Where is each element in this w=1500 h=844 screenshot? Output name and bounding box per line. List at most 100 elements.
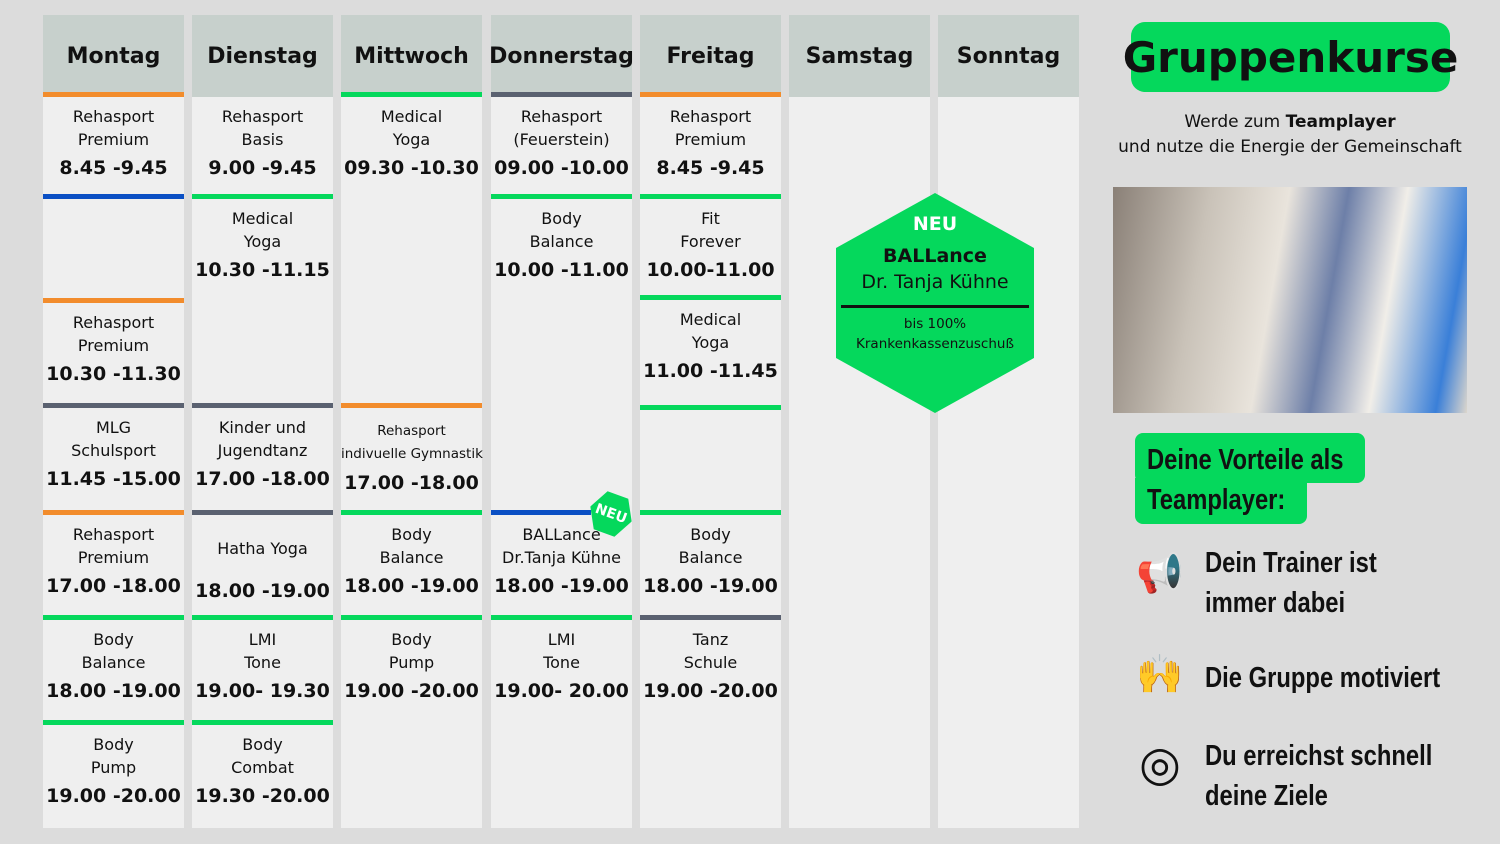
day-header: Montag bbox=[43, 15, 184, 97]
day-header: Donnerstag bbox=[489, 15, 634, 97]
course-name: Rehasport bbox=[72, 525, 155, 544]
course-slot[interactable]: Body Combat 19.30 -20.00 bbox=[192, 733, 333, 807]
promo-divider bbox=[841, 305, 1029, 308]
benefit-text: deine Ziele bbox=[1205, 780, 1328, 812]
course-time: 8.45 -9.45 bbox=[656, 157, 765, 179]
course-slot[interactable]: Body Balance 10.00 -11.00 bbox=[491, 207, 632, 281]
course-slot[interactable]: MLG Schulsport 11.45 -15.00 bbox=[43, 416, 184, 490]
course-slot[interactable]: Rehasport Premium 8.45 -9.45 bbox=[640, 105, 781, 179]
slot-divider bbox=[192, 720, 333, 725]
course-slot[interactable]: Body Balance 18.00 -19.00 bbox=[341, 523, 482, 597]
slot-divider bbox=[43, 510, 184, 515]
course-name: LMI bbox=[248, 630, 277, 649]
slot-divider bbox=[192, 403, 333, 408]
promo-line1: bis 100% bbox=[903, 316, 967, 332]
course-time: 10.30 -11.30 bbox=[46, 363, 181, 385]
course-name: Basis bbox=[241, 130, 284, 149]
course-time: 19.00- 20.00 bbox=[494, 680, 629, 702]
course-slot[interactable]: Medical Yoga 11.00 -11.45 bbox=[640, 308, 781, 382]
course-time: 17.00 -18.00 bbox=[195, 468, 330, 490]
slot-divider bbox=[43, 720, 184, 725]
course-slot[interactable]: LMI Tone 19.00- 19.30 bbox=[192, 628, 333, 702]
course-slot[interactable]: Rehasport Premium 8.45 -9.45 bbox=[43, 105, 184, 179]
course-slot[interactable]: Kinder und Jugendtanz 17.00 -18.00 bbox=[192, 416, 333, 490]
course-slot[interactable]: Tanz Schule 19.00 -20.00 bbox=[640, 628, 781, 702]
course-slot[interactable]: Body Balance 18.00 -19.00 bbox=[43, 628, 184, 702]
course-name: Balance bbox=[678, 548, 743, 567]
course-slot[interactable]: Medical Yoga 10.30 -11.15 bbox=[192, 207, 333, 281]
course-time: 10.00 -11.00 bbox=[494, 259, 629, 281]
day-header: Sonntag bbox=[938, 15, 1079, 97]
slot-divider bbox=[640, 615, 781, 620]
course-name: Schulsport bbox=[71, 441, 156, 460]
course-slot[interactable]: BALLance Dr.Tanja Kühne 18.00 -19.00 bbox=[491, 523, 632, 597]
day-header: Samstag bbox=[789, 15, 930, 97]
course-time: 18.00 -19.00 bbox=[494, 575, 629, 597]
course-name: Kinder und bbox=[218, 418, 307, 437]
target-icon: ◎ bbox=[1139, 736, 1181, 792]
promo-line2: Krankenkassenzuschuß bbox=[856, 336, 1014, 352]
course-time: 18.00 -19.00 bbox=[195, 580, 330, 602]
course-name: Body bbox=[690, 525, 731, 544]
course-name: Dr.Tanja Kühne bbox=[502, 548, 621, 567]
course-time: 11.45 -15.00 bbox=[46, 468, 181, 490]
course-name: Body bbox=[541, 209, 582, 228]
day-column-dienstag: Dienstag Rehasport Basis 9.00 -9.45 Medical Y… bbox=[192, 15, 333, 828]
course-slot[interactable]: Rehasport (Feuerstein) 09.00 -10.00 bbox=[491, 105, 632, 179]
benefit-text: immer dabei bbox=[1205, 587, 1346, 619]
course-name: Body bbox=[93, 630, 134, 649]
promo-trainer: Dr. Tanja Kühne bbox=[861, 271, 1009, 293]
course-name: Balance bbox=[81, 653, 146, 672]
slot-divider bbox=[341, 510, 482, 515]
promo-badge: NEU bbox=[912, 213, 958, 235]
course-name: Balance bbox=[529, 232, 594, 251]
benefit-text: Die Gruppe motiviert bbox=[1205, 662, 1441, 694]
day-column-donnerstag: Donnerstag Rehasport (Feuerstein) 09.00 -10… bbox=[489, 15, 634, 828]
course-time: 19.30 -20.00 bbox=[195, 785, 330, 807]
slot-divider bbox=[491, 194, 632, 199]
course-slot[interactable]: Rehasport Premium 17.00 -18.00 bbox=[43, 523, 184, 597]
course-time: 18.00 -19.00 bbox=[46, 680, 181, 702]
slot-divider bbox=[491, 615, 632, 620]
slot-divider bbox=[192, 194, 333, 199]
course-name: Rehasport bbox=[72, 313, 155, 332]
course-slot[interactable]: Medical Yoga 09.30 -10.30 bbox=[341, 105, 482, 179]
course-slot[interactable]: LMI Tone 19.00- 20.00 bbox=[491, 628, 632, 702]
course-name: Rehasport bbox=[72, 107, 155, 126]
course-name: Body bbox=[242, 735, 283, 754]
day-header: Mittwoch bbox=[341, 15, 482, 97]
course-name: Balance bbox=[379, 548, 444, 567]
slot-divider bbox=[192, 615, 333, 620]
course-name: Hatha Yoga bbox=[217, 539, 308, 558]
slot-divider bbox=[491, 510, 591, 515]
course-slot[interactable]: Rehasport indivuelle Gymnastik 17.00 -18.0… bbox=[341, 416, 483, 494]
course-name: Medical bbox=[380, 107, 443, 126]
day-column-montag: Montag Rehasport Premium 8.45 -9.45 Rehaspor… bbox=[43, 15, 184, 828]
slot-divider bbox=[43, 615, 184, 620]
benefit-text: Du erreichst schnell bbox=[1205, 740, 1433, 772]
course-time: 8.45 -9.45 bbox=[59, 157, 168, 179]
course-name: LMI bbox=[547, 630, 576, 649]
vorteile-line2: Teamplayer: bbox=[1147, 484, 1286, 516]
day-column-freitag: Freitag Rehasport Premium 8.45 -9.45 Fit Fore… bbox=[640, 15, 781, 828]
course-name: Premium bbox=[77, 336, 150, 355]
slot-divider bbox=[341, 92, 482, 97]
course-slot[interactable]: Body Pump 19.00 -20.00 bbox=[43, 733, 184, 807]
course-slot[interactable]: Rehasport Basis 9.00 -9.45 bbox=[192, 105, 333, 179]
course-name: Body bbox=[391, 630, 432, 649]
course-time: 18.00 -19.00 bbox=[643, 575, 778, 597]
course-slot[interactable]: Body Pump 19.00 -20.00 bbox=[341, 628, 482, 702]
course-slot[interactable]: Fit Forever 10.00-11.00 bbox=[640, 207, 781, 281]
slot-divider bbox=[640, 92, 781, 97]
course-slot[interactable]: Body Balance 18.00 -19.00 bbox=[640, 523, 781, 597]
promo-title: BALLance bbox=[883, 245, 987, 267]
day-column-samstag: Samstag bbox=[789, 15, 930, 828]
course-name: Rehasport bbox=[377, 423, 446, 439]
course-name: Tone bbox=[543, 653, 580, 672]
course-slot[interactable]: Hatha Yoga 18.00 -19.00 bbox=[192, 537, 333, 602]
course-slot[interactable]: Rehasport Premium 10.30 -11.30 bbox=[43, 311, 184, 385]
subtitle-line2: und nutze die Energie der Gemeinschaft bbox=[1118, 137, 1462, 157]
course-time: 17.00 -18.00 bbox=[46, 575, 181, 597]
course-name: BALLance bbox=[522, 525, 601, 544]
course-time: 17.00 -18.00 bbox=[344, 472, 479, 494]
